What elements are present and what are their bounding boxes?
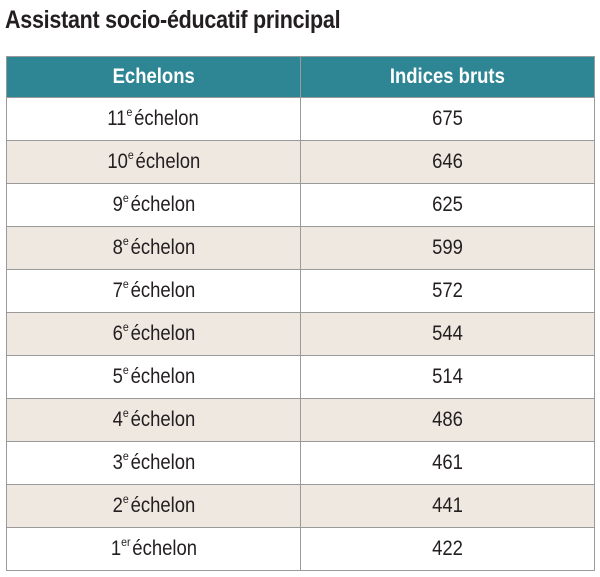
echelon-text: 10eéchelon bbox=[107, 148, 200, 174]
echelon-label: échelon bbox=[134, 107, 200, 130]
echelon-number: 5 bbox=[112, 365, 123, 388]
echelon-number: 4 bbox=[112, 408, 123, 431]
echelons-table: Echelons Indices bruts 11eéchelon 675 10eé… bbox=[6, 56, 595, 571]
table-row: 4eéchelon 486 bbox=[6, 398, 595, 442]
indice-cell: 486 bbox=[300, 398, 595, 442]
echelon-cell: 6eéchelon bbox=[6, 312, 301, 356]
echelon-cell: 7eéchelon bbox=[6, 269, 301, 313]
echelon-ordinal-suffix: e bbox=[126, 105, 133, 119]
echelon-cell: 8eéchelon bbox=[6, 226, 301, 270]
echelon-label: échelon bbox=[130, 279, 195, 302]
echelon-number: 1 bbox=[110, 537, 121, 560]
table-row: 8eéchelon 599 bbox=[6, 226, 595, 270]
echelon-text: 11eéchelon bbox=[107, 105, 200, 131]
echelon-cell: 10eéchelon bbox=[6, 140, 301, 184]
echelon-text: 2eéchelon bbox=[112, 492, 195, 518]
header-echelons: Echelons bbox=[6, 56, 301, 98]
echelon-number: 8 bbox=[112, 236, 123, 259]
echelon-number: 11 bbox=[107, 107, 127, 130]
header-indices-bruts: Indices bruts bbox=[300, 56, 595, 98]
table-row: 7eéchelon 572 bbox=[6, 269, 595, 313]
header-indices-label: Indices bruts bbox=[389, 65, 506, 88]
header-row: Echelons Indices bruts bbox=[6, 56, 595, 98]
header-echelons-label: Echelons bbox=[112, 65, 195, 88]
indice-cell: 572 bbox=[300, 269, 595, 313]
echelon-ordinal-suffix: e bbox=[122, 449, 129, 463]
table-header: Echelons Indices bruts bbox=[6, 56, 595, 98]
echelon-cell: 9eéchelon bbox=[6, 183, 301, 227]
echelon-text: 3eéchelon bbox=[112, 449, 195, 475]
indice-cell: 544 bbox=[300, 312, 595, 356]
echelon-cell: 5eéchelon bbox=[6, 355, 301, 399]
echelon-ordinal-suffix: e bbox=[122, 406, 129, 420]
indice-value: 646 bbox=[432, 150, 463, 173]
table-row: 11eéchelon 675 bbox=[6, 97, 595, 141]
echelon-ordinal-suffix: e bbox=[122, 191, 129, 205]
table-row: 3eéchelon 461 bbox=[6, 441, 595, 485]
indice-cell: 675 bbox=[300, 97, 595, 141]
echelon-text: 9eéchelon bbox=[112, 191, 195, 217]
indice-cell: 514 bbox=[300, 355, 595, 399]
indice-value: 599 bbox=[432, 236, 463, 259]
indice-value: 461 bbox=[432, 451, 463, 474]
indice-cell: 461 bbox=[300, 441, 595, 485]
echelon-number: 3 bbox=[112, 451, 123, 474]
echelon-label: échelon bbox=[130, 451, 195, 474]
echelon-number: 10 bbox=[107, 150, 128, 173]
echelon-cell: 11eéchelon bbox=[6, 97, 301, 141]
echelon-text: 1eréchelon bbox=[110, 535, 197, 561]
table-row: 2eéchelon 441 bbox=[6, 484, 595, 528]
table-row: 5eéchelon 514 bbox=[6, 355, 595, 399]
indice-value: 422 bbox=[432, 537, 463, 560]
echelon-cell: 1eréchelon bbox=[6, 527, 301, 571]
echelon-label: échelon bbox=[130, 494, 195, 517]
echelon-number: 2 bbox=[112, 494, 123, 517]
indice-cell: 441 bbox=[300, 484, 595, 528]
echelon-ordinal-suffix: e bbox=[122, 277, 129, 291]
echelon-label: échelon bbox=[131, 537, 197, 560]
echelon-number: 7 bbox=[112, 279, 123, 302]
indice-value: 486 bbox=[432, 408, 463, 431]
echelon-number: 9 bbox=[112, 193, 123, 216]
table-body: 11eéchelon 675 10eéchelon 646 9eéchelon 625 8e… bbox=[6, 97, 595, 571]
page-title: Assistant socio-éducatif principal bbox=[5, 6, 341, 34]
table-row: 9eéchelon 625 bbox=[6, 183, 595, 227]
echelon-text: 5eéchelon bbox=[112, 363, 195, 389]
echelon-label: échelon bbox=[135, 150, 200, 173]
echelon-label: échelon bbox=[130, 408, 195, 431]
echelon-text: 7eéchelon bbox=[112, 277, 195, 303]
echelon-cell: 2eéchelon bbox=[6, 484, 301, 528]
echelon-label: échelon bbox=[130, 193, 195, 216]
indice-value: 441 bbox=[432, 494, 463, 517]
echelon-ordinal-suffix: e bbox=[122, 234, 129, 248]
indice-cell: 599 bbox=[300, 226, 595, 270]
indice-value: 544 bbox=[432, 322, 463, 345]
echelon-ordinal-suffix: e bbox=[122, 320, 129, 334]
indice-value: 514 bbox=[432, 365, 463, 388]
table-row: 10eéchelon 646 bbox=[6, 140, 595, 184]
echelon-label: échelon bbox=[130, 322, 195, 345]
echelon-cell: 3eéchelon bbox=[6, 441, 301, 485]
echelon-text: 8eéchelon bbox=[112, 234, 195, 260]
indice-value: 625 bbox=[432, 193, 463, 216]
indice-cell: 422 bbox=[300, 527, 595, 571]
indice-cell: 646 bbox=[300, 140, 595, 184]
echelon-cell: 4eéchelon bbox=[6, 398, 301, 442]
echelon-text: 6eéchelon bbox=[112, 320, 195, 346]
echelon-number: 6 bbox=[112, 322, 123, 345]
echelon-ordinal-suffix: e bbox=[122, 363, 129, 377]
table-row: 6eéchelon 544 bbox=[6, 312, 595, 356]
echelon-label: échelon bbox=[130, 365, 195, 388]
indice-value: 572 bbox=[432, 279, 463, 302]
echelon-ordinal-suffix: e bbox=[122, 492, 129, 506]
echelon-ordinal-suffix: e bbox=[127, 148, 134, 162]
indice-value: 675 bbox=[432, 107, 463, 130]
echelon-label: échelon bbox=[130, 236, 195, 259]
indice-cell: 625 bbox=[300, 183, 595, 227]
table-row: 1eréchelon 422 bbox=[6, 527, 595, 571]
echelon-ordinal-suffix: er bbox=[120, 535, 131, 549]
echelon-text: 4eéchelon bbox=[112, 406, 195, 432]
